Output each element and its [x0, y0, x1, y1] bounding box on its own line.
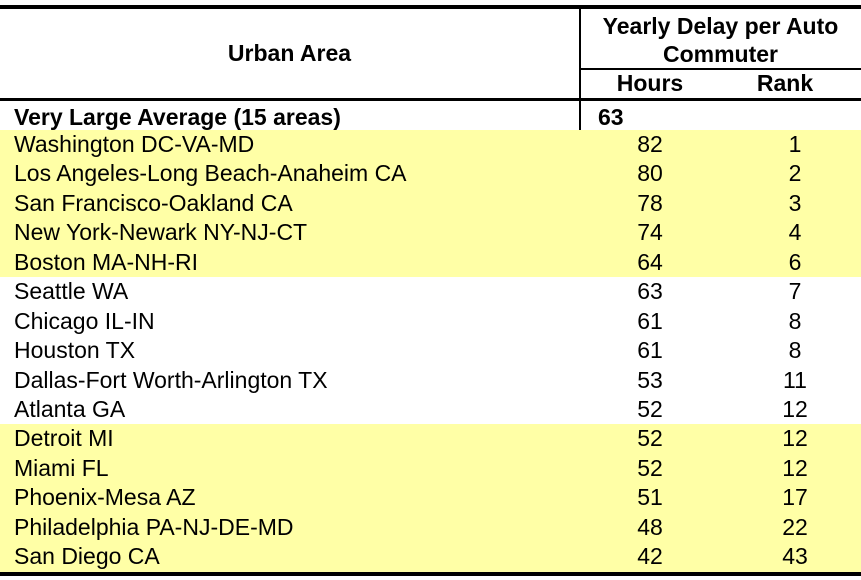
bottom-rule: [0, 572, 861, 576]
table-row: New York-Newark NY-NJ-CT 74 4: [0, 218, 861, 248]
header-bottom-rule: [0, 98, 861, 101]
summary-label: Very Large Average (15 areas): [14, 104, 341, 130]
cell-rank: 12: [782, 454, 808, 481]
cell-hours: 51: [637, 484, 663, 511]
cell-rank: 11: [783, 366, 807, 393]
cell-hours: 80: [637, 160, 663, 187]
cell-urban-area: Houston TX: [14, 337, 136, 364]
table-row: Chicago IL-IN 61 8: [0, 307, 861, 336]
cell-urban-area: Boston MA-NH-RI: [14, 248, 199, 275]
cell-urban-area: Miami FL: [14, 454, 109, 481]
table-row: Atlanta GA 52 12: [0, 395, 861, 424]
table-row: Detroit MI 52 12: [0, 424, 861, 454]
column-header-rank: Rank: [756, 70, 814, 96]
cell-rank: 22: [782, 513, 808, 540]
cell-hours: 42: [637, 543, 663, 570]
cell-hours: 52: [637, 425, 663, 452]
cell-urban-area: Los Angeles-Long Beach-Anaheim CA: [14, 160, 407, 187]
cell-hours: 78: [637, 189, 663, 216]
cell-urban-area: New York-Newark NY-NJ-CT: [14, 219, 308, 246]
cell-urban-area: San Francisco-Oakland CA: [14, 189, 293, 216]
table-body: Washington DC-VA-MD 82 1 Los Angeles-Long B…: [0, 130, 861, 572]
summary-hours: 63: [598, 104, 624, 130]
cell-rank: 4: [788, 219, 802, 246]
column-header-hours: Hours: [616, 70, 684, 96]
column-group-header-yearly-delay: Yearly Delay per Auto Commuter: [602, 13, 839, 67]
cell-urban-area: Seattle WA: [14, 278, 129, 305]
cell-hours: 52: [637, 395, 663, 422]
table-row: San Diego CA 42 43: [0, 542, 861, 572]
table-row: Philadelphia PA-NJ-DE-MD 48 22: [0, 512, 861, 543]
cell-urban-area: Washington DC-VA-MD: [14, 131, 255, 157]
cell-urban-area: Philadelphia PA-NJ-DE-MD: [14, 513, 294, 540]
cell-hours: 82: [637, 131, 663, 157]
cell-urban-area: Dallas-Fort Worth-Arlington TX: [14, 366, 328, 393]
table-row: Phoenix-Mesa AZ 51 17: [0, 483, 861, 513]
table-row: Boston MA-NH-RI 64 6: [0, 247, 861, 278]
table-row: Dallas-Fort Worth-Arlington TX 53 11: [0, 366, 861, 395]
cell-hours: 61: [637, 337, 663, 364]
cell-rank: 12: [782, 425, 808, 452]
cell-urban-area: San Diego CA: [14, 543, 160, 570]
cell-hours: 74: [637, 219, 663, 246]
cell-hours: 64: [637, 248, 663, 275]
cell-rank: 3: [788, 189, 802, 216]
cell-urban-area: Atlanta GA: [14, 395, 126, 422]
cell-rank: 12: [782, 395, 808, 422]
cell-hours: 53: [637, 366, 663, 393]
top-rule: [0, 5, 861, 9]
table-row: Houston TX 61 8: [0, 336, 861, 365]
header-column-divider: [579, 9, 581, 98]
cell-rank: 2: [788, 160, 802, 187]
cell-urban-area: Detroit MI: [14, 425, 114, 452]
table-row: Seattle WA 63 7: [0, 277, 861, 306]
cell-rank: 8: [788, 337, 802, 364]
column-header-urban-area: Urban Area: [227, 40, 352, 66]
summary-column-divider: [579, 101, 581, 130]
cell-rank: 8: [788, 307, 802, 334]
cell-rank: 1: [788, 131, 802, 157]
cell-hours: 52: [637, 454, 663, 481]
table-row: Miami FL 52 12: [0, 453, 861, 484]
table-row: San Francisco-Oakland CA 78 3: [0, 188, 861, 219]
table-row: Washington DC-VA-MD 82 1: [0, 130, 861, 160]
table-row: Los Angeles-Long Beach-Anaheim CA 80 2: [0, 159, 861, 189]
subheader-rule: [579, 68, 861, 70]
cell-rank: 7: [788, 278, 802, 305]
cell-hours: 63: [637, 278, 663, 305]
cell-rank: 17: [782, 484, 808, 511]
cell-rank: 6: [788, 248, 802, 275]
summary-row: Very Large Average (15 areas) 63: [0, 101, 861, 130]
cell-urban-area: Chicago IL-IN: [14, 307, 155, 334]
cell-hours: 61: [637, 307, 663, 334]
cell-urban-area: Phoenix-Mesa AZ: [14, 484, 196, 511]
cell-rank: 43: [782, 543, 808, 570]
cell-hours: 48: [637, 513, 663, 540]
